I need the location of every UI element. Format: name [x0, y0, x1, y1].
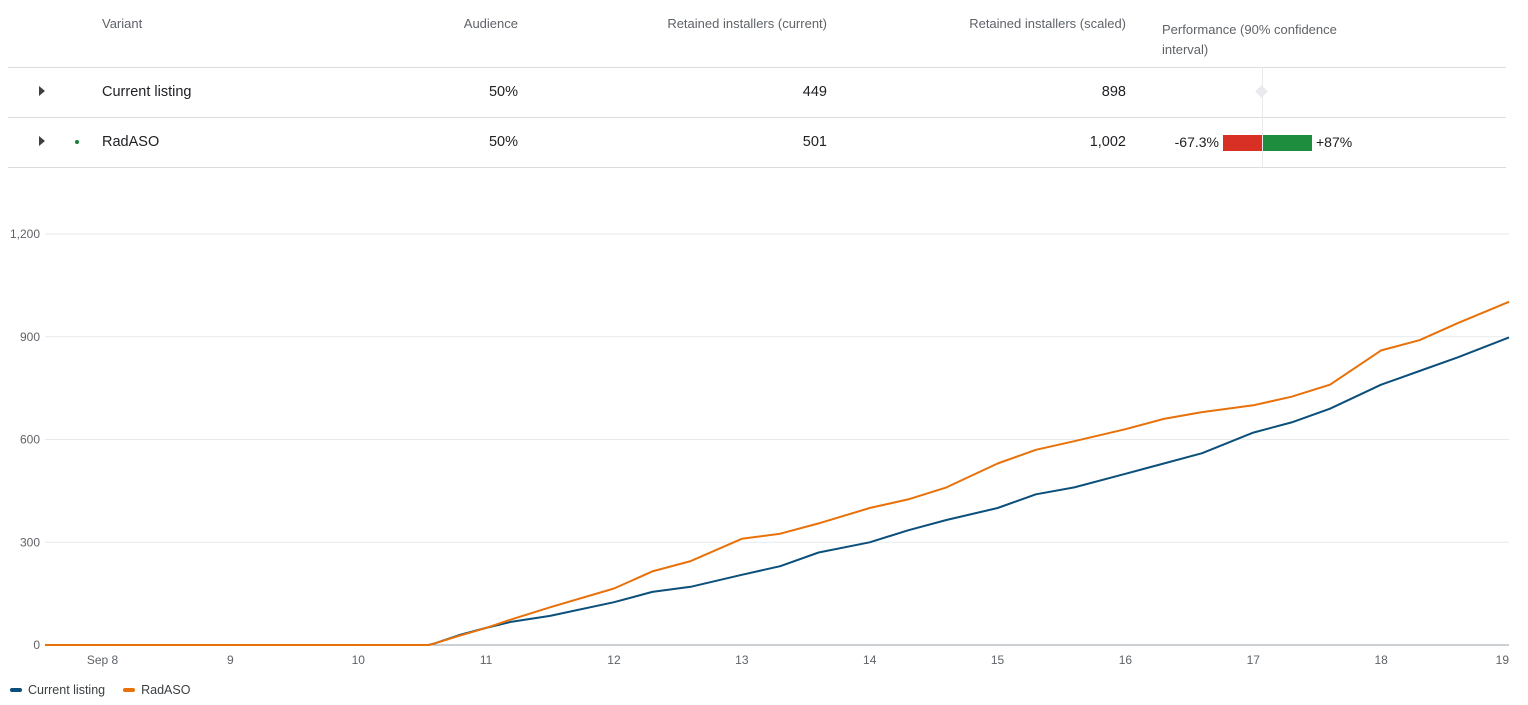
legend-item-current-listing[interactable]: Current listing	[10, 683, 105, 697]
x-tick-label: Sep 8	[87, 653, 119, 667]
x-tick-label: 9	[227, 653, 234, 667]
legend-swatch-radaso	[123, 688, 136, 692]
ci-positive-bar	[1263, 135, 1312, 151]
x-tick-label: 12	[607, 653, 621, 667]
y-tick-label: 900	[20, 330, 40, 344]
ci-high-label: +87%	[1316, 134, 1353, 150]
x-tick-label: 19	[1496, 653, 1510, 667]
y-tick-label: 300	[20, 535, 40, 549]
legend-label-radaso: RadASO	[141, 683, 191, 697]
x-tick-label: 13	[735, 653, 749, 667]
retained-scaled-value: 1,002	[1089, 134, 1126, 150]
x-tick-label: 10	[352, 653, 366, 667]
header-retained-current: Retained installers (current)	[667, 16, 827, 31]
x-tick-label: 14	[863, 653, 877, 667]
expand-arrow-icon[interactable]	[34, 133, 50, 149]
ci-zero-line	[1262, 67, 1263, 167]
x-tick-label: 18	[1374, 653, 1388, 667]
x-tick-label: 17	[1247, 653, 1261, 667]
expand-arrow-icon[interactable]	[34, 83, 50, 99]
y-tick-label: 600	[20, 433, 40, 447]
retained-scaled-value: 898	[1101, 84, 1126, 100]
y-tick-label: 1,200	[10, 227, 40, 241]
legend-item-radaso[interactable]: RadASO	[123, 683, 190, 697]
x-tick-label: 11	[480, 653, 493, 667]
ci-negative-bar	[1223, 135, 1262, 151]
ci-low-label: -67.3%	[1174, 134, 1219, 150]
variant-name: Current listing	[102, 84, 192, 100]
x-tick-label: 15	[991, 653, 1005, 667]
retained-current-value: 449	[802, 84, 827, 100]
audience-value: 50%	[488, 84, 518, 100]
table-row-current-listing[interactable]: Current listing 50% 449 898	[8, 68, 1506, 118]
header-audience: Audience	[463, 16, 518, 31]
variants-table: Variant Audience Retained installers (cu…	[8, 0, 1506, 168]
legend-label-current-listing: Current listing	[28, 683, 106, 697]
table-row-radaso[interactable]: RadASO 50% 501 1,002 -67.3% +87%	[8, 118, 1506, 168]
chart-legend: Current listing RadASO	[10, 683, 190, 697]
status-dot-icon	[75, 140, 79, 144]
header-retained-scaled: Retained installers (scaled)	[969, 16, 1126, 31]
retained-current-value: 501	[802, 134, 827, 150]
y-tick-label: 0	[33, 638, 40, 652]
header-variant: Variant	[102, 16, 143, 31]
header-performance: Performance (90% confidence interval)	[1162, 22, 1337, 57]
table-header: Variant Audience Retained installers (cu…	[8, 0, 1506, 68]
variant-name: RadASO	[102, 134, 160, 150]
series-line-current-listing[interactable]	[45, 336, 1510, 646]
x-tick-label: 16	[1119, 653, 1133, 667]
legend-swatch-current-listing	[10, 688, 22, 692]
series-line-radaso[interactable]	[45, 300, 1510, 646]
audience-value: 50%	[488, 134, 518, 150]
